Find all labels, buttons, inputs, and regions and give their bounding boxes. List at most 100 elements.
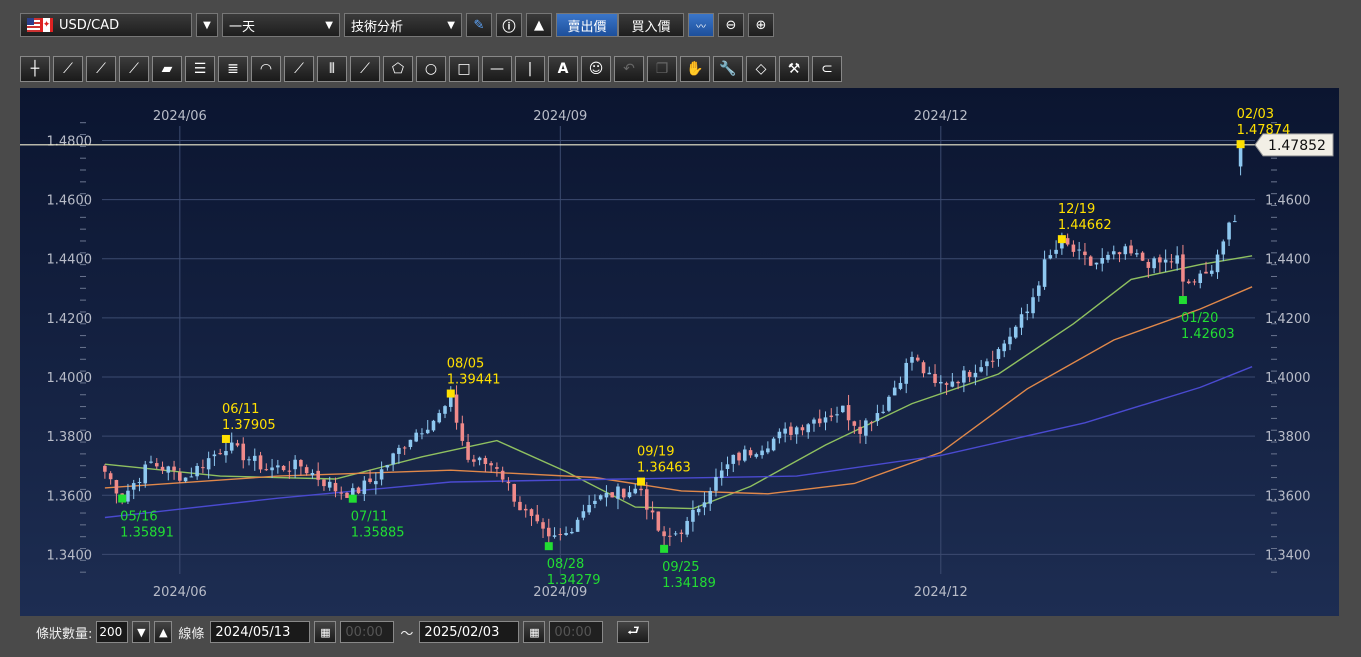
fibonacci-tool[interactable]: ≣	[218, 55, 248, 82]
candle-body	[633, 488, 638, 494]
candle-body	[143, 464, 148, 484]
zoom-in-button[interactable]: ⊕	[748, 13, 774, 37]
trendline3-tool[interactable]: ⟋	[119, 55, 149, 82]
candle-body	[1106, 254, 1110, 260]
date-from-input[interactable]: 2024/05/13	[210, 621, 311, 643]
candle-body	[131, 483, 136, 490]
tech-analysis-button[interactable]: 技術分析 ▼	[344, 13, 462, 37]
chart-type-button[interactable]: ▲	[526, 13, 552, 37]
trendline2-icon: ⟋	[96, 60, 106, 77]
high-marker	[1236, 140, 1245, 149]
magnet-tool[interactable]: ⊂	[812, 55, 842, 82]
symbol-dropdown-button[interactable]: ▼	[196, 13, 218, 37]
bar-count-select[interactable]: 200	[96, 621, 129, 643]
candle-body	[604, 492, 609, 498]
emoji-tool[interactable]: ☺	[581, 55, 611, 82]
indicator-icon: 〰	[696, 21, 706, 33]
candle-body	[783, 428, 787, 434]
candle-body	[1002, 343, 1007, 352]
draw-pen-button[interactable]: ✎	[466, 13, 492, 37]
time-from-input[interactable]: 00:00	[340, 621, 395, 643]
high-marker	[446, 389, 455, 398]
chart-panel[interactable]: 1.3400 1.3400 1.3600 1.3600 1.3800 1.3800 1.40…	[20, 88, 1339, 616]
hline-tool[interactable]: —	[482, 55, 512, 82]
candle-body	[160, 466, 165, 471]
range-tilde: ～	[400, 626, 414, 642]
line-label: 線條	[178, 626, 205, 642]
annotation-date: 12/19	[1058, 202, 1095, 217]
hand-tool[interactable]: ✋	[680, 55, 710, 82]
date-to-input[interactable]: 2025/02/03	[419, 621, 520, 643]
symbol-selector[interactable]: ✦ USD/CAD	[20, 13, 192, 37]
hand-icon: ✋	[686, 60, 704, 77]
candle-body	[881, 411, 885, 413]
sell-price-button[interactable]: 賣出價	[556, 13, 618, 37]
candle-body	[1186, 281, 1191, 284]
fib-fan-tool[interactable]: ⟋	[284, 55, 314, 82]
candle-body	[910, 356, 914, 363]
candle-body	[178, 472, 182, 481]
annotation-date: 09/25	[662, 560, 699, 575]
buy-price-button[interactable]: 買入價	[618, 13, 684, 37]
date-from-calendar-button[interactable]: ▦	[314, 621, 337, 643]
trendline-icon: ⟋	[63, 60, 73, 77]
candle-body	[621, 488, 626, 498]
candle-body	[939, 381, 943, 384]
candle-body	[1008, 336, 1012, 345]
fib-arc-tool[interactable]: ◠	[251, 55, 281, 82]
undo-tool[interactable]: ↶	[614, 55, 644, 82]
candlestick-chart[interactable]: 1.3400 1.3400 1.3600 1.3600 1.3800 1.3800 1.40…	[20, 88, 1339, 616]
bar-count-down-button[interactable]: ▼	[132, 621, 151, 643]
candle-body	[846, 405, 851, 421]
time-to-input[interactable]: 00:00	[549, 621, 604, 643]
zoom-out-button[interactable]: ⊖	[718, 13, 744, 37]
current-price-tag	[1254, 133, 1334, 157]
candle-body	[841, 405, 845, 413]
time-zones-tool[interactable]: ⦀	[317, 55, 347, 82]
trendline2-tool[interactable]: ⟋	[86, 55, 116, 82]
symbol-label: USD/CAD	[59, 17, 120, 33]
text-tool[interactable]: A	[548, 55, 578, 82]
candle-body	[696, 508, 701, 513]
candle-body	[1135, 253, 1139, 255]
gann-fan-tool[interactable]: ⟋	[350, 55, 380, 82]
timeframe-select[interactable]: 一天 ▼	[222, 13, 340, 37]
low-marker	[118, 494, 127, 503]
trendline-tool[interactable]: ⟋	[53, 55, 83, 82]
hlines-tool[interactable]: ☰	[185, 55, 215, 82]
candle-body	[247, 459, 251, 461]
apply-button[interactable]: ⮐	[617, 621, 650, 643]
date-to-calendar-button[interactable]: ▦	[523, 621, 546, 643]
candle-body	[350, 488, 355, 498]
x-tick-label-bottom: 2024/09	[533, 585, 587, 600]
date-from-value: 2024/05/13	[215, 624, 291, 640]
rectangle-tool[interactable]: □	[449, 55, 479, 82]
candle-body	[1152, 258, 1156, 269]
ruler-tool[interactable]: ▰	[152, 55, 182, 82]
settings-tool[interactable]: ⚒	[779, 55, 809, 82]
eraser-tool[interactable]: ◇	[746, 55, 776, 82]
info-button[interactable]: ⓘ	[496, 13, 522, 37]
candle-body	[1013, 326, 1018, 338]
candle-body	[229, 442, 234, 451]
circle-tool[interactable]: ○	[416, 55, 446, 82]
pentagon-tool[interactable]: ⬠	[383, 55, 413, 82]
candle-body	[967, 371, 972, 377]
candle-body	[921, 362, 926, 374]
candle-body	[500, 470, 505, 480]
copy-tool[interactable]: ❐	[647, 55, 677, 82]
crosshair-tool[interactable]: ┼	[20, 55, 50, 82]
candle-body	[702, 502, 707, 508]
y-tick-label-left: 1.4800	[47, 134, 93, 149]
drawing-toolbar: ┼ ⟋ ⟋ ⟋ ▰ ☰ ≣ ◠ ⟋ ⦀ ⟋ ⬠ ○ □ — | A ☺ ↶ ❐ …	[20, 55, 842, 82]
candle-body	[310, 472, 315, 476]
annotation-value: 1.42603	[1181, 327, 1235, 342]
candle-body	[990, 360, 995, 362]
bar-count-up-button[interactable]: ▲	[154, 621, 173, 643]
wrench-disabled-tool[interactable]: 🔧	[713, 55, 743, 82]
candle-body	[316, 470, 320, 480]
vline-tool[interactable]: |	[515, 55, 545, 82]
indicator-button[interactable]: 〰	[688, 13, 714, 37]
candle-body	[1233, 221, 1237, 223]
main-toolbar: ✦ USD/CAD ▼ 一天 ▼ 技術分析 ▼ ✎ ⓘ ▲ 賣出價 買入價 〰 …	[20, 12, 774, 38]
